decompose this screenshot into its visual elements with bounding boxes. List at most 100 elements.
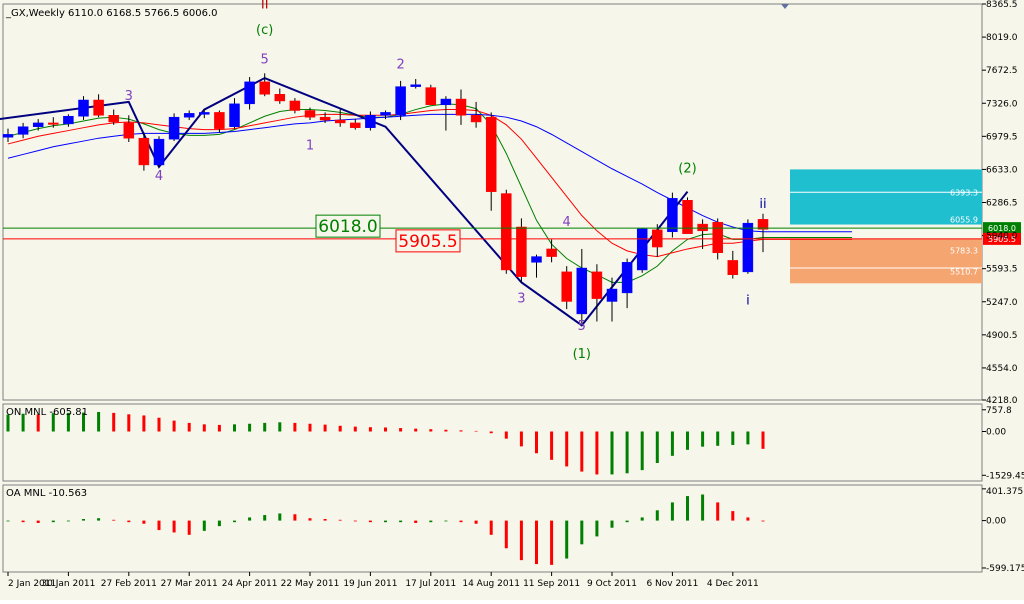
candle-bear bbox=[682, 200, 693, 234]
oa-mnl-tick-label: -599.175 bbox=[986, 564, 1024, 574]
price-level-tag-text: 5905.5 bbox=[988, 235, 1016, 244]
x-tick-label: 9 Oct 2011 bbox=[587, 579, 637, 589]
level-label: 5905.5 bbox=[398, 232, 457, 252]
candle-bull bbox=[244, 81, 255, 105]
candle-bear bbox=[138, 137, 150, 166]
price-tick-label: 7672.5 bbox=[986, 66, 1018, 76]
price-tick-label: 4218.0 bbox=[986, 396, 1018, 406]
candle-bear bbox=[516, 226, 527, 277]
x-tick-label: 19 Jun 2011 bbox=[343, 579, 397, 589]
price-tick-label: 4900.5 bbox=[986, 331, 1018, 341]
candle-bear bbox=[319, 116, 331, 121]
level-label-box bbox=[395, 229, 461, 253]
candle-bear bbox=[289, 100, 301, 111]
price-tick-label: 8365.5 bbox=[986, 0, 1018, 10]
candle-bull bbox=[17, 126, 29, 135]
candle-bear bbox=[93, 99, 104, 116]
candle-bull bbox=[742, 222, 754, 273]
x-tick-label: 27 Feb 2011 bbox=[101, 579, 157, 589]
candle-bull bbox=[365, 115, 376, 128]
x-tick-label: 2 Jan 2011 bbox=[8, 579, 56, 589]
price-tick-label: 6286.5 bbox=[986, 199, 1018, 209]
candle-bull bbox=[667, 198, 678, 233]
on-mnl-tick-label: 757.8 bbox=[986, 406, 1012, 416]
x-tick-label: 11 Sep 2011 bbox=[523, 579, 580, 589]
candle-bear bbox=[350, 122, 361, 128]
candle-bull bbox=[576, 267, 588, 315]
oa-mnl-tick-label: 0.00 bbox=[986, 517, 1006, 527]
candle-bear bbox=[546, 248, 557, 257]
candle-bull bbox=[380, 112, 391, 116]
candle-bear bbox=[214, 112, 225, 129]
candle-bear bbox=[274, 94, 286, 102]
level-label-box bbox=[315, 214, 381, 238]
candle-bear bbox=[485, 116, 497, 192]
candle-bull bbox=[531, 256, 542, 263]
x-tick-label: 27 Mar 2011 bbox=[161, 579, 218, 589]
price-level-tag bbox=[983, 232, 1021, 245]
candle-bear bbox=[425, 87, 437, 106]
candle-bear bbox=[591, 271, 603, 299]
candle-bear bbox=[757, 219, 769, 230]
price-tick-label: 5593.5 bbox=[986, 265, 1018, 275]
candle-bear bbox=[108, 115, 119, 123]
candle-bull bbox=[410, 84, 421, 87]
wave-label: (2) bbox=[678, 162, 696, 177]
on-mnl-tick-label: 0.00 bbox=[986, 427, 1006, 437]
fib-zone-label: 5510.7 bbox=[950, 268, 978, 277]
candle-bear bbox=[697, 223, 708, 232]
candle-bull bbox=[229, 103, 240, 127]
wave-label: 4 bbox=[155, 169, 163, 184]
chart-title: _GX,Weekly 6110.0 6168.5 5766.5 6006.0 bbox=[5, 8, 218, 19]
fib-zone-label: 6393.3 bbox=[950, 188, 978, 197]
price-tick-label: 4554.0 bbox=[986, 364, 1018, 374]
candle-bull bbox=[636, 228, 648, 271]
candle-bull bbox=[153, 138, 165, 166]
wave-label: 3 bbox=[517, 291, 525, 306]
candle-bull bbox=[440, 98, 452, 106]
price-level-tag-text: 6018.0 bbox=[988, 224, 1016, 233]
x-tick-label: 4 Dec 2011 bbox=[707, 579, 759, 589]
candle-bear bbox=[501, 193, 512, 271]
x-tick-label: 22 May 2011 bbox=[281, 579, 340, 589]
candle-bear bbox=[304, 110, 316, 118]
candle-bull bbox=[2, 134, 14, 138]
candle-bull bbox=[621, 262, 633, 294]
candle-bear bbox=[455, 98, 467, 116]
fib-zone-label: 6055.9 bbox=[950, 216, 978, 225]
price-tick-label: 5247.0 bbox=[986, 298, 1018, 308]
candle-bull bbox=[199, 112, 210, 115]
wave-label: (1) bbox=[573, 347, 591, 362]
wave-label: ii bbox=[759, 197, 766, 212]
price-tick-label: 6633.0 bbox=[986, 165, 1018, 175]
price-tick-label: 6979.5 bbox=[986, 132, 1018, 142]
wave-label: II bbox=[261, 0, 269, 12]
candle-bear bbox=[470, 115, 482, 123]
oa-mnl-tick-label: 401.375 bbox=[986, 487, 1023, 497]
on-mnl-panel-frame bbox=[2, 403, 983, 482]
candle-bear bbox=[561, 271, 572, 302]
fib-zone bbox=[790, 169, 982, 225]
wave-label: 5 bbox=[578, 319, 586, 334]
wave-label: 3 bbox=[125, 89, 133, 104]
price-level-tag bbox=[983, 222, 1021, 235]
wave-label: i bbox=[746, 293, 750, 308]
candle-bull bbox=[78, 99, 89, 117]
fib-zone-label: 5783.3 bbox=[950, 247, 978, 256]
x-tick-label: 14 Aug 2011 bbox=[462, 579, 520, 589]
candle-bear bbox=[259, 81, 270, 95]
wave-label: 4 bbox=[563, 215, 571, 230]
candle-bear bbox=[123, 122, 135, 139]
price-tick-label: 8019.0 bbox=[986, 33, 1018, 43]
level-label: 6018.0 bbox=[318, 217, 377, 237]
candle-bear bbox=[48, 122, 59, 125]
wave-label: 2 bbox=[396, 57, 404, 72]
candle-bear bbox=[334, 119, 346, 124]
candle-bull bbox=[168, 116, 180, 140]
x-tick-label: 30 Jan 2011 bbox=[41, 579, 95, 589]
candle-bull bbox=[183, 113, 195, 118]
candle-bull bbox=[63, 115, 74, 125]
wave-label: (c) bbox=[256, 23, 273, 38]
